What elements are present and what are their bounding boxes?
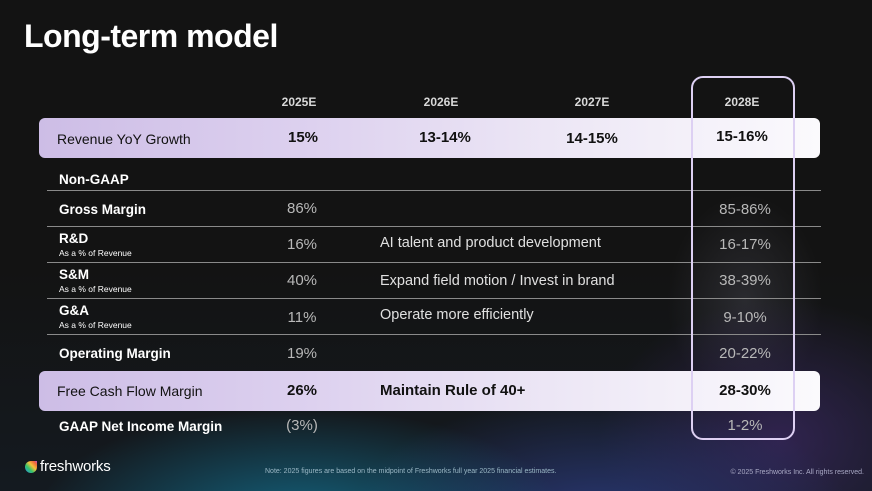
fcf-margin-row: Free Cash Flow Margin 26% Maintain Rule … — [39, 371, 820, 411]
divider — [47, 190, 821, 191]
value-2027e: 14-15% — [566, 130, 618, 147]
table-row-gross-margin: Gross Margin 86% 85-86% — [47, 191, 821, 226]
row-label: Operating Margin — [59, 346, 171, 361]
row-label: Gross Margin — [59, 202, 147, 217]
row-label: Free Cash Flow Margin — [57, 383, 203, 399]
row-label: G&A — [59, 303, 89, 318]
highlight-column-2028e — [691, 76, 795, 440]
value-2028e: 1-2% — [727, 417, 763, 434]
row-description: Operate more efficiently — [380, 307, 534, 323]
value-2025e: 40% — [286, 272, 318, 289]
divider — [47, 226, 821, 227]
row-label: Revenue YoY Growth — [57, 131, 191, 147]
value-2025e: 11% — [287, 309, 317, 326]
value-2028e: 28-30% — [719, 382, 771, 399]
column-header-2027e: 2027E — [574, 95, 610, 109]
divider — [47, 298, 821, 299]
table-row-operating-margin: Operating Margin 19% 20-22% — [47, 335, 821, 370]
section-label: Non-GAAP — [59, 172, 129, 187]
row-label: GAAP Net Income Margin — [59, 419, 223, 434]
row-label: R&D — [59, 231, 89, 246]
column-header-2026e: 2026E — [423, 95, 459, 109]
page-title: Long-term model — [24, 18, 278, 54]
freshworks-logo-icon — [25, 460, 37, 473]
row-description: Maintain Rule of 40+ — [380, 382, 526, 399]
divider — [47, 334, 821, 335]
table-row-snm: S&M As a % of Revenue 40% Expand field m… — [47, 263, 821, 298]
divider — [47, 262, 821, 263]
row-description: Expand field motion / Invest in brand — [380, 273, 615, 289]
revenue-growth-row: Revenue YoY Growth 15% 13-14% 14-15% 15-… — [39, 118, 820, 158]
value-2028e: 15-16% — [716, 128, 768, 145]
logo-text: freshworks — [40, 458, 111, 475]
value-2025e: 19% — [286, 345, 318, 362]
copyright: © 2025 Freshworks Inc. All rights reserv… — [730, 469, 864, 476]
table-row-gna: G&A As a % of Revenue 11% Operate more e… — [47, 299, 821, 334]
value-2025e: 16% — [286, 236, 318, 253]
row-sublabel: As a % of Revenue — [59, 248, 132, 258]
value-2025e: 15% — [287, 129, 319, 146]
value-2025e: 26% — [286, 382, 318, 399]
value-2028e: 20-22% — [719, 345, 771, 362]
column-header-2028e: 2028E — [724, 95, 760, 109]
row-label: S&M — [59, 267, 89, 282]
value-2025e: 86% — [286, 200, 318, 217]
row-sublabel: As a % of Revenue — [59, 320, 132, 330]
table-row-gaap-net-income: GAAP Net Income Margin (3%) 1-2% — [47, 411, 821, 441]
value-2028e: 9-10% — [723, 309, 767, 326]
value-2025e: (3%) — [286, 417, 318, 434]
value-2028e: 85-86% — [719, 201, 771, 218]
row-description: AI talent and product development — [380, 235, 601, 251]
freshworks-logo: freshworks — [23, 458, 111, 475]
table-row-rnd: R&D As a % of Revenue 16% AI talent and … — [47, 227, 821, 262]
value-2026e: 13-14% — [419, 129, 471, 146]
section-header-non-gaap: Non-GAAP — [47, 170, 821, 190]
value-2028e: 38-39% — [719, 272, 771, 289]
footnote: Note: 2025 figures are based on the midp… — [265, 468, 557, 475]
row-sublabel: As a % of Revenue — [59, 284, 132, 294]
value-2028e: 16-17% — [719, 236, 771, 253]
column-header-2025e: 2025E — [281, 95, 317, 109]
